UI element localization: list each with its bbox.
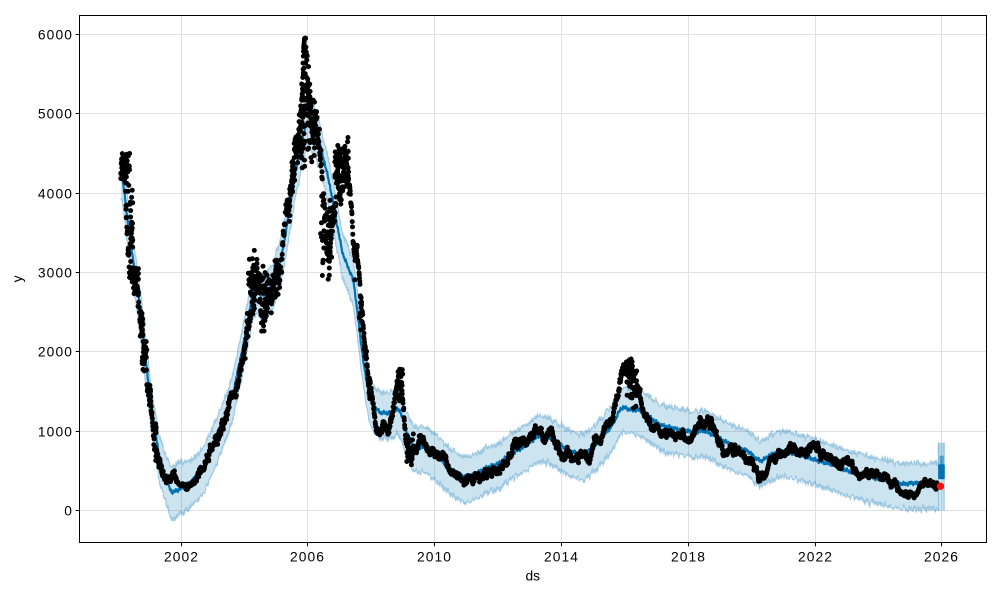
svg-text:2022: 2022 [798, 550, 833, 565]
svg-text:1000: 1000 [38, 424, 73, 439]
svg-text:2018: 2018 [671, 550, 706, 565]
svg-text:5000: 5000 [38, 106, 73, 121]
svg-text:ds: ds [526, 569, 541, 584]
svg-text:6000: 6000 [38, 27, 73, 42]
svg-text:2026: 2026 [924, 550, 959, 565]
svg-text:y: y [10, 275, 25, 282]
svg-text:2002: 2002 [164, 550, 199, 565]
svg-text:4000: 4000 [38, 186, 73, 201]
svg-text:2014: 2014 [544, 550, 579, 565]
svg-text:3000: 3000 [38, 265, 73, 280]
svg-text:2010: 2010 [417, 550, 452, 565]
svg-text:2006: 2006 [290, 550, 325, 565]
svg-text:2000: 2000 [38, 344, 73, 359]
svg-text:0: 0 [64, 503, 73, 518]
